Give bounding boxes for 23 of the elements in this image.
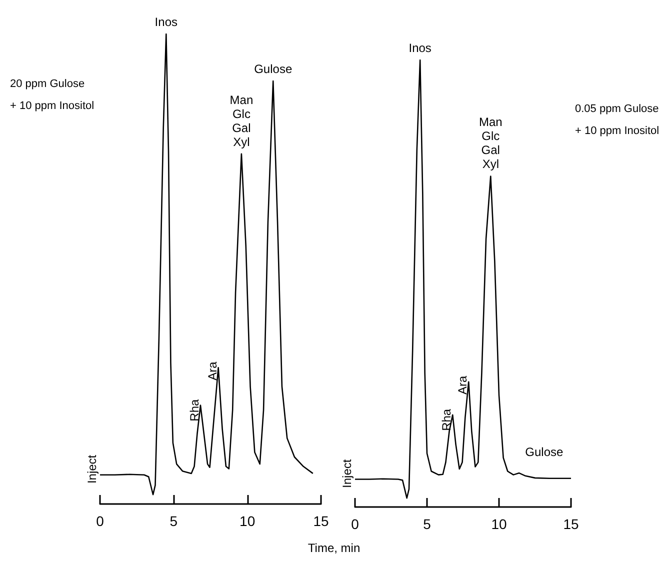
annotation: Ara: [456, 376, 470, 395]
x-tick-label: 5: [423, 516, 432, 532]
annotation: Rha: [187, 398, 202, 422]
text: 0.05 ppm Gulose + 10 ppm Inositol: [575, 103, 660, 137]
annotation: Man Glc Gal Xyl: [478, 115, 502, 172]
annotation: Rha: [440, 408, 454, 431]
x-tick-label: 15: [313, 513, 329, 529]
annotation: Inject: [85, 454, 99, 484]
annotation: Gulose: [525, 445, 564, 460]
x-tick-label: 10: [491, 516, 507, 532]
annotation: Man Glc Gal Xyl: [230, 92, 254, 149]
x-tick-label: 5: [170, 513, 178, 529]
annotation: Ara: [205, 361, 220, 380]
x-tick-label: 0: [351, 516, 360, 532]
annotation: Inos: [154, 15, 178, 29]
x-tick-label: 0: [96, 513, 104, 529]
x-tick-label: 15: [563, 516, 579, 532]
text: 20 ppm Gulose + 10 ppm Inositol: [10, 78, 94, 112]
annotation: Gulose: [254, 62, 292, 76]
annotation: Inos: [408, 41, 432, 55]
annotation: Inject: [340, 458, 354, 488]
x-axis-title: Time, min: [308, 541, 360, 555]
x-tick-label: 10: [240, 513, 256, 529]
